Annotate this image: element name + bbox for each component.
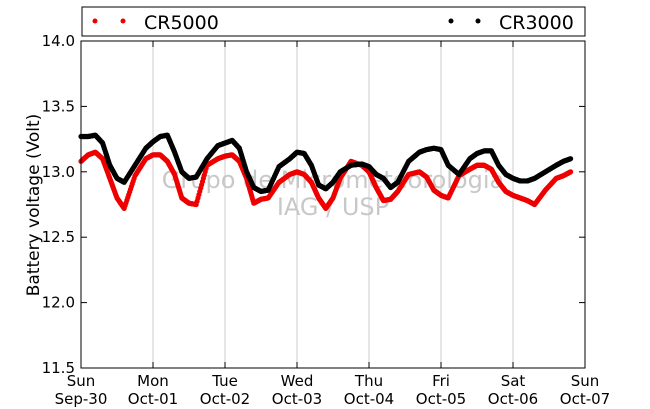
plot-area [81, 41, 585, 368]
legend-marker-cr3000 [448, 18, 454, 24]
y-tick-label: 11.5 [42, 359, 75, 377]
x-tick-label-day: Sun [571, 372, 600, 390]
vertical-gridlines [152, 41, 514, 368]
y-tick-label: 13.0 [42, 163, 75, 181]
data-point [568, 169, 574, 175]
plot-frame [80, 40, 586, 369]
legend-label-cr5000: CR5000 [144, 12, 219, 34]
x-tick-label-date: Oct-05 [416, 390, 466, 408]
x-tick-label-day: Fri [432, 372, 450, 390]
x-tick-label-date: Oct-03 [272, 390, 322, 408]
x-tick-label-date: Oct-07 [560, 390, 610, 408]
y-axis-label: Battery voltage (Volt) [24, 114, 44, 297]
x-tick-label-date: Sep-30 [55, 390, 108, 408]
x-tick-label-day: Thu [354, 372, 383, 390]
x-tick-label-date: Oct-06 [488, 390, 538, 408]
y-axis-ticks: 11.5 12.0 12.5 13.0 13.5 14.0 [42, 32, 585, 377]
x-tick-label-day: Tue [211, 372, 238, 390]
x-tick-label-date: Oct-04 [344, 390, 394, 408]
x-tick-label-day: Mon [137, 372, 169, 390]
x-tick-label-day: Sun [67, 372, 96, 390]
y-tick-label: 12.5 [42, 228, 75, 246]
legend-marker-cr3000 [475, 18, 481, 24]
x-tick-label-day: Sat [501, 372, 526, 390]
data-points [78, 132, 574, 212]
x-tick-label-day: Wed [281, 372, 314, 390]
legend-marker-cr5000 [120, 18, 126, 24]
x-tick-label-date: Oct-02 [200, 390, 250, 408]
legend-marker-cr5000 [92, 18, 98, 24]
x-axis-ticks: SunSep-30MonOct-01TueOct-02WedOct-03ThuO… [55, 41, 610, 408]
legend-box [81, 6, 586, 37]
data-point [568, 156, 574, 162]
legend-label-cr3000: CR3000 [499, 12, 574, 34]
y-tick-label: 12.0 [42, 294, 75, 312]
x-tick-label-date: Oct-01 [128, 390, 178, 408]
y-tick-label: 13.5 [42, 97, 75, 115]
y-tick-label: 14.0 [42, 32, 75, 50]
